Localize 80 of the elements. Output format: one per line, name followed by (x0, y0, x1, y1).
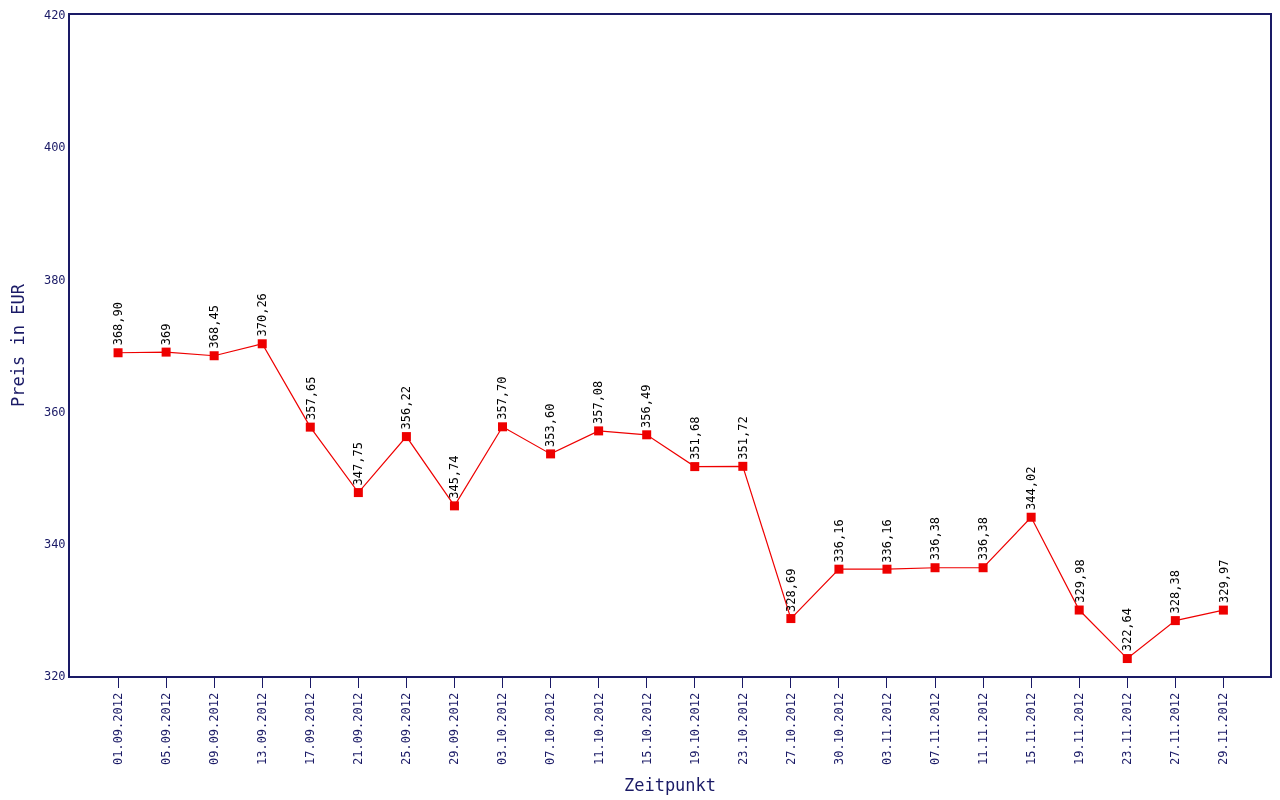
y-tick-label: 320 (43, 669, 66, 684)
data-label: 369 (159, 323, 174, 346)
y-axis-title: Preis in EUR (7, 283, 28, 407)
x-tick-label: 19.10.2012 (687, 692, 702, 766)
point (546, 449, 556, 459)
data-label: 356,49 (639, 384, 654, 428)
point (786, 614, 796, 624)
data-label: 357,70 (495, 376, 510, 420)
y-tick-label: 340 (43, 537, 66, 551)
x-tick-label: 05.09.2012 (159, 692, 174, 766)
data-label: 322,64 (1120, 607, 1135, 652)
data-label: 351,72 (735, 416, 750, 460)
data-label: 353,60 (543, 403, 558, 447)
point (1170, 616, 1180, 626)
point (978, 563, 988, 573)
data-label: 336,16 (880, 519, 895, 563)
point (305, 422, 315, 432)
y-tick-label: 400 (43, 140, 66, 155)
x-tick-label: 29.09.2012 (447, 692, 462, 766)
point (113, 348, 123, 358)
data-label: 336,16 (832, 519, 847, 563)
point (498, 422, 508, 432)
x-tick-label: 21.09.2012 (351, 692, 366, 766)
x-tick-label: 13.09.2012 (255, 692, 270, 766)
point (209, 351, 219, 361)
x-tick-label: 29.11.2012 (1216, 692, 1231, 766)
x-tick-label: 03.11.2012 (879, 692, 894, 766)
data-label: 356,22 (399, 386, 414, 430)
point (353, 488, 363, 498)
x-axis-title: Zeitpunkt (623, 774, 717, 795)
data-label: 328,38 (1168, 570, 1183, 614)
x-tick-label: 17.09.2012 (303, 692, 318, 766)
data-label: 368,90 (110, 301, 125, 346)
data-label: 344,02 (1024, 466, 1039, 510)
data-label: 336,38 (975, 516, 990, 561)
data-label: 329,97 (1216, 559, 1231, 603)
point (257, 339, 267, 349)
x-tick-label: 07.10.2012 (543, 692, 558, 766)
point (1026, 512, 1036, 522)
x-tick-label: 27.11.2012 (1168, 692, 1183, 766)
x-tick-label: 15.11.2012 (1024, 692, 1039, 766)
x-tick-label: 23.11.2012 (1120, 692, 1135, 766)
data-label: 336,38 (927, 516, 942, 561)
x-tick-label: 25.09.2012 (399, 692, 414, 766)
x-tick-label: 11.10.2012 (591, 692, 606, 766)
point (161, 347, 171, 357)
x-tick-label: 27.10.2012 (783, 692, 798, 766)
point (882, 564, 892, 574)
point (642, 430, 652, 440)
data-label: 368,45 (206, 305, 221, 349)
point (834, 564, 844, 574)
data-label: 329,98 (1072, 559, 1087, 603)
x-tick-label: 30.10.2012 (831, 692, 846, 766)
data-label: 328,69 (783, 568, 798, 612)
point (1122, 654, 1132, 664)
point (449, 501, 459, 511)
x-tick-label: 15.10.2012 (639, 692, 654, 766)
point (690, 462, 700, 472)
x-tick-label: 19.11.2012 (1072, 692, 1087, 766)
y-tick-label: 360 (43, 404, 66, 419)
x-tick-label: 23.10.2012 (735, 692, 750, 766)
x-tick-label: 09.09.2012 (207, 692, 222, 766)
point (930, 563, 940, 573)
data-label: 347,75 (351, 442, 366, 486)
point (594, 426, 604, 436)
y-tick-label: 420 (43, 8, 66, 23)
x-tick-label: 11.11.2012 (976, 692, 990, 766)
point (401, 432, 411, 442)
x-tick-label: 03.10.2012 (495, 692, 510, 766)
x-tick-label: 07.11.2012 (927, 692, 942, 766)
y-tick-label: 380 (43, 272, 66, 287)
data-label: 370,26 (254, 293, 269, 337)
data-label: 357,08 (591, 380, 606, 425)
data-label: 351,68 (687, 416, 702, 460)
data-label: 357,65 (303, 376, 318, 420)
point (738, 461, 748, 471)
data-label: 345,74 (447, 455, 462, 499)
point (1218, 605, 1228, 615)
x-tick-label: 01.09.2012 (110, 692, 125, 766)
point (1074, 605, 1084, 615)
